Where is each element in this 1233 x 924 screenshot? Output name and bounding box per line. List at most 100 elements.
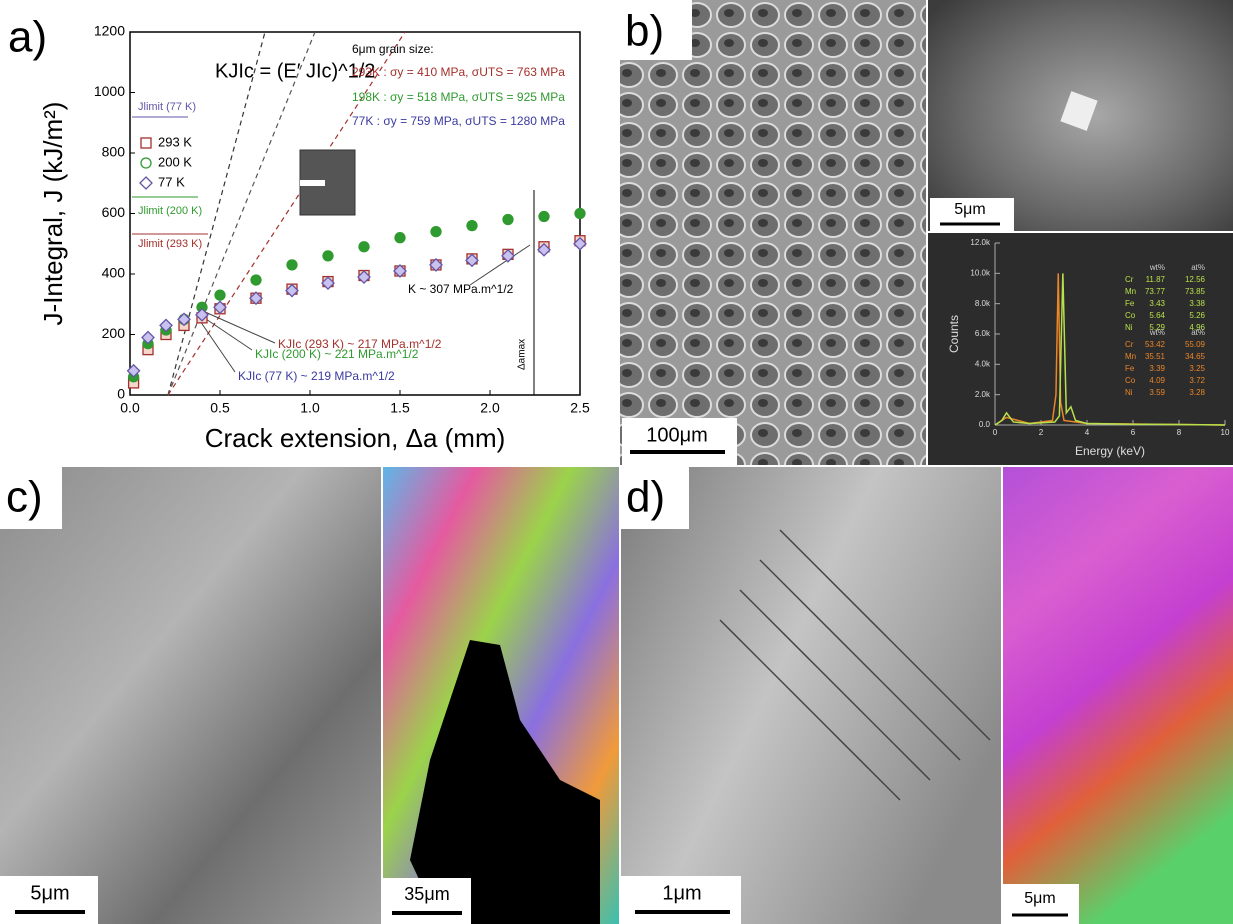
legend-label: 200 K <box>158 154 192 169</box>
y-axis-label: J-Integral, J (kJ/m²) <box>38 102 68 326</box>
x-axis-label: Energy (keV) <box>1075 444 1145 458</box>
x-tick-label: 0 <box>993 428 998 437</box>
point <box>249 291 263 306</box>
y-tick-label: 10.0k <box>970 268 991 277</box>
scale-bar-label: 100μm <box>646 424 708 446</box>
y-tick-label: 0.0 <box>979 420 991 429</box>
table-cell: Fe <box>1125 364 1135 373</box>
table-cell: 73.85 <box>1185 287 1206 296</box>
table-cell: 5.29 <box>1149 323 1165 332</box>
point <box>394 232 406 244</box>
table-header: wt% <box>1149 328 1165 337</box>
label-background <box>0 467 62 529</box>
y-tick-label: 1200 <box>94 23 125 39</box>
x-tick-label: 1.0 <box>300 400 320 416</box>
panel-label: c) <box>6 473 43 522</box>
particle <box>1060 91 1098 131</box>
table-cell: Ni <box>1125 323 1133 332</box>
table-cell: Ni <box>1125 388 1133 397</box>
point <box>285 283 299 298</box>
legend-label: 293 K <box>158 134 192 149</box>
table-cell: 3.39 <box>1149 364 1165 373</box>
table-cell: 5.26 <box>1189 311 1205 320</box>
table-cell: 3.25 <box>1189 364 1205 373</box>
point <box>573 236 587 251</box>
annotation: KJIc (77 K) ~ 219 MPa.m^1/2 <box>238 369 395 383</box>
x-tick-label: 0.0 <box>120 400 140 416</box>
legend-marker <box>140 157 152 169</box>
point <box>321 276 335 290</box>
table-cell: 53.42 <box>1145 340 1166 349</box>
scale-bar: 5μm <box>0 876 98 924</box>
point <box>501 248 515 263</box>
y-tick-label: 2.0k <box>975 390 991 399</box>
point <box>465 253 479 268</box>
point <box>429 258 443 272</box>
table-cell: 3.72 <box>1189 376 1205 385</box>
point <box>538 210 550 223</box>
point <box>214 289 226 301</box>
y-tick-label: 800 <box>102 144 126 160</box>
scale-bar: 35μm <box>383 878 471 924</box>
point <box>213 300 227 315</box>
y-tick-label: 200 <box>102 325 126 341</box>
table-cell: Cr <box>1125 275 1134 284</box>
table-cell: 3.59 <box>1149 388 1165 397</box>
void <box>410 640 600 924</box>
panel-label: a) <box>8 13 47 62</box>
table-header: at% <box>1191 263 1205 272</box>
point <box>537 242 551 257</box>
point <box>357 270 371 284</box>
y-tick-label: 6.0k <box>975 329 991 338</box>
table-cell: Co <box>1125 376 1136 385</box>
annotation: K ~ 307 MPa.m^1/2 <box>408 282 514 296</box>
table-cell: 73.77 <box>1145 287 1166 296</box>
table-header: wt% <box>1149 263 1165 272</box>
scale-bar: 5μm <box>1003 884 1079 924</box>
point <box>177 312 191 327</box>
y-tick-label: 600 <box>102 204 126 220</box>
table-cell: 35.51 <box>1145 352 1166 361</box>
annotation: KJIc (200 K) ~ 221 MPa.m^1/2 <box>255 347 419 361</box>
tem-d-image <box>621 467 1001 924</box>
point <box>574 207 586 220</box>
table-cell: Mn <box>1125 287 1136 296</box>
sem-fracture-image <box>620 0 926 465</box>
point <box>358 241 370 253</box>
x-tick-label: 2 <box>1039 428 1044 437</box>
x-tick-label: 4 <box>1085 428 1090 437</box>
scale-bar-label: 5μm <box>1024 890 1055 907</box>
table-cell: 4.09 <box>1149 376 1165 385</box>
point <box>141 330 155 345</box>
x-tick-label: 6 <box>1131 428 1136 437</box>
spectrum-line <box>994 273 1226 426</box>
y-tick-label: 0 <box>117 386 125 402</box>
scale-bar-label: 35μm <box>404 884 449 904</box>
point <box>466 219 478 232</box>
label-background <box>621 467 689 529</box>
y-tick-label: 400 <box>102 265 126 281</box>
scale-bar: 100μm <box>622 418 737 465</box>
y-tick-label: 4.0k <box>975 359 991 368</box>
annotation: Δamax <box>517 339 528 370</box>
x-tick-label: 10 <box>1221 428 1230 437</box>
y-tick-label: 1000 <box>94 83 125 99</box>
ebsd-d-image <box>1003 467 1233 924</box>
scale-bar-label: 5μm <box>954 201 985 218</box>
annotation: 293K : σy = 410 MPa, σUTS = 763 MPa <box>352 65 565 79</box>
table-cell: Mn <box>1125 352 1136 361</box>
annotation: Jlimit (77 K) <box>138 101 196 113</box>
x-tick-label: 2.5 <box>570 400 590 416</box>
table-cell: 3.43 <box>1149 299 1165 308</box>
eds-background <box>928 233 1233 465</box>
scale-bar-label: 1μm <box>662 882 701 904</box>
point <box>250 274 262 286</box>
table-cell: 55.09 <box>1185 340 1206 349</box>
panel-label: d) <box>626 473 665 522</box>
point <box>286 259 298 271</box>
annotation: KJIc (293 K) ~ 217 MPa.m^1/2 <box>278 337 442 351</box>
specimen-icon <box>299 149 356 216</box>
table-cell: Fe <box>1125 299 1135 308</box>
point <box>430 225 442 238</box>
x-tick-label: 0.5 <box>210 400 230 416</box>
